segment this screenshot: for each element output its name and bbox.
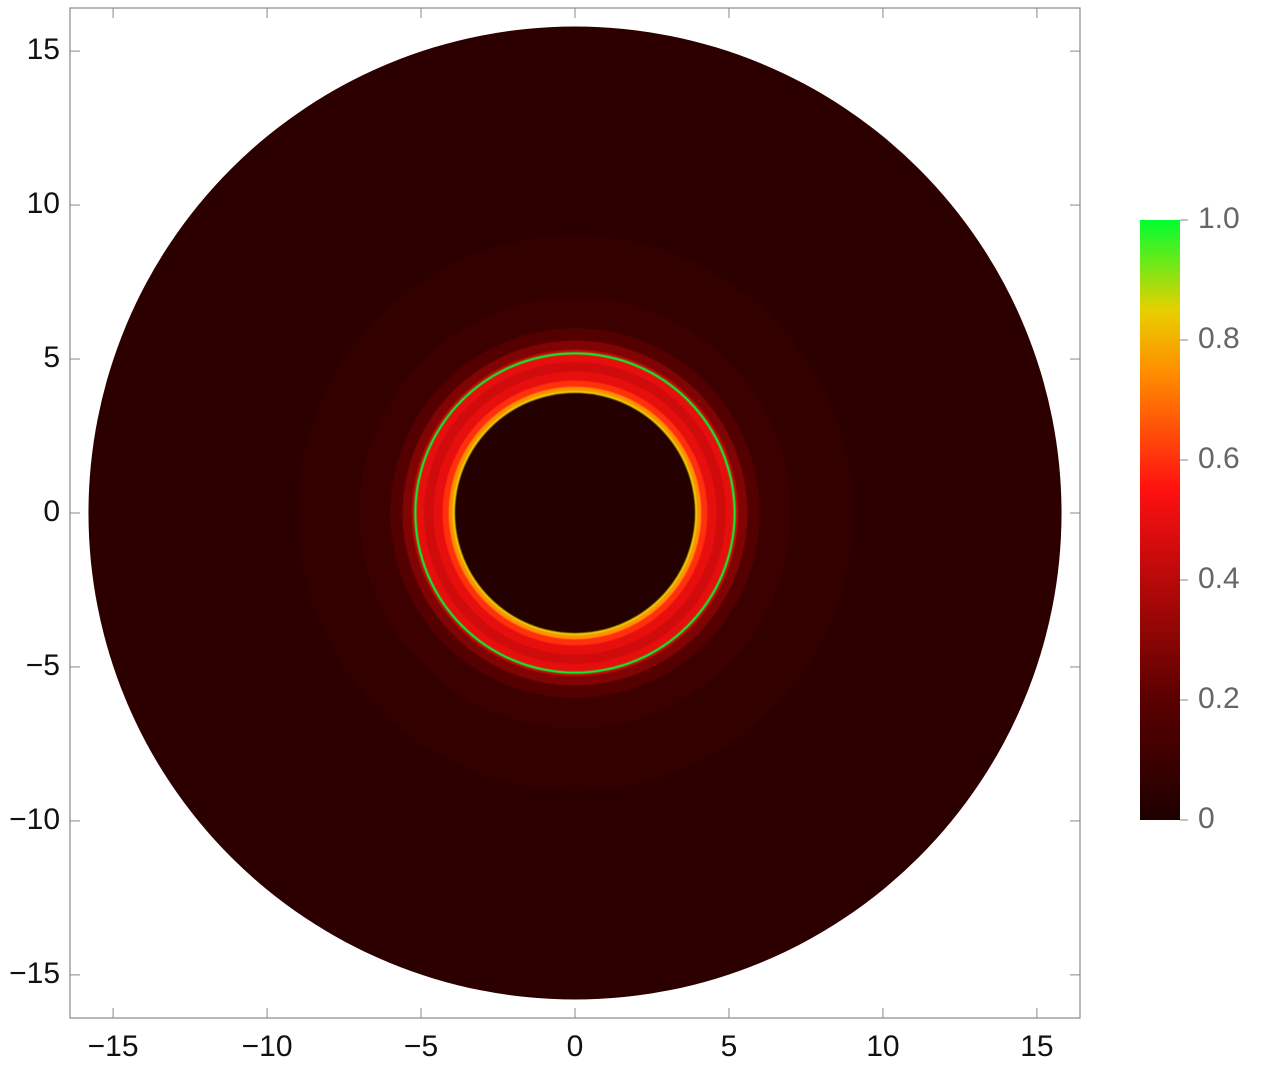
x-tick-label: 10: [866, 1030, 899, 1063]
x-tick-label: 5: [721, 1030, 738, 1063]
x-tick-label: −5: [404, 1030, 438, 1063]
density-image: [88, 26, 1062, 1000]
colorbar-tick-label: 0: [1198, 802, 1215, 835]
y-tick-label: −5: [26, 649, 60, 682]
y-tick-label: 10: [27, 187, 60, 220]
y-tick-label: 0: [43, 495, 60, 528]
y-tick-label: 5: [43, 341, 60, 374]
y-tick-label: −10: [9, 803, 60, 836]
y-tick-label: 15: [27, 33, 60, 66]
x-tick-label: −10: [242, 1030, 293, 1063]
x-tick-label: 0: [567, 1030, 584, 1063]
colorbar-tick-label: 0.6: [1198, 442, 1240, 475]
y-tick-label: −15: [9, 957, 60, 990]
colorbar: [1140, 220, 1180, 820]
colorbar-tick-label: 0.2: [1198, 682, 1240, 715]
colorbar-tick-label: 0.4: [1198, 562, 1240, 595]
intensity-ring: [454, 392, 696, 634]
colorbar-tick-label: 1.0: [1198, 202, 1240, 235]
x-tick-label: −15: [88, 1030, 139, 1063]
x-tick-label: 15: [1020, 1030, 1053, 1063]
colorbar-tick-label: 0.8: [1198, 322, 1240, 355]
